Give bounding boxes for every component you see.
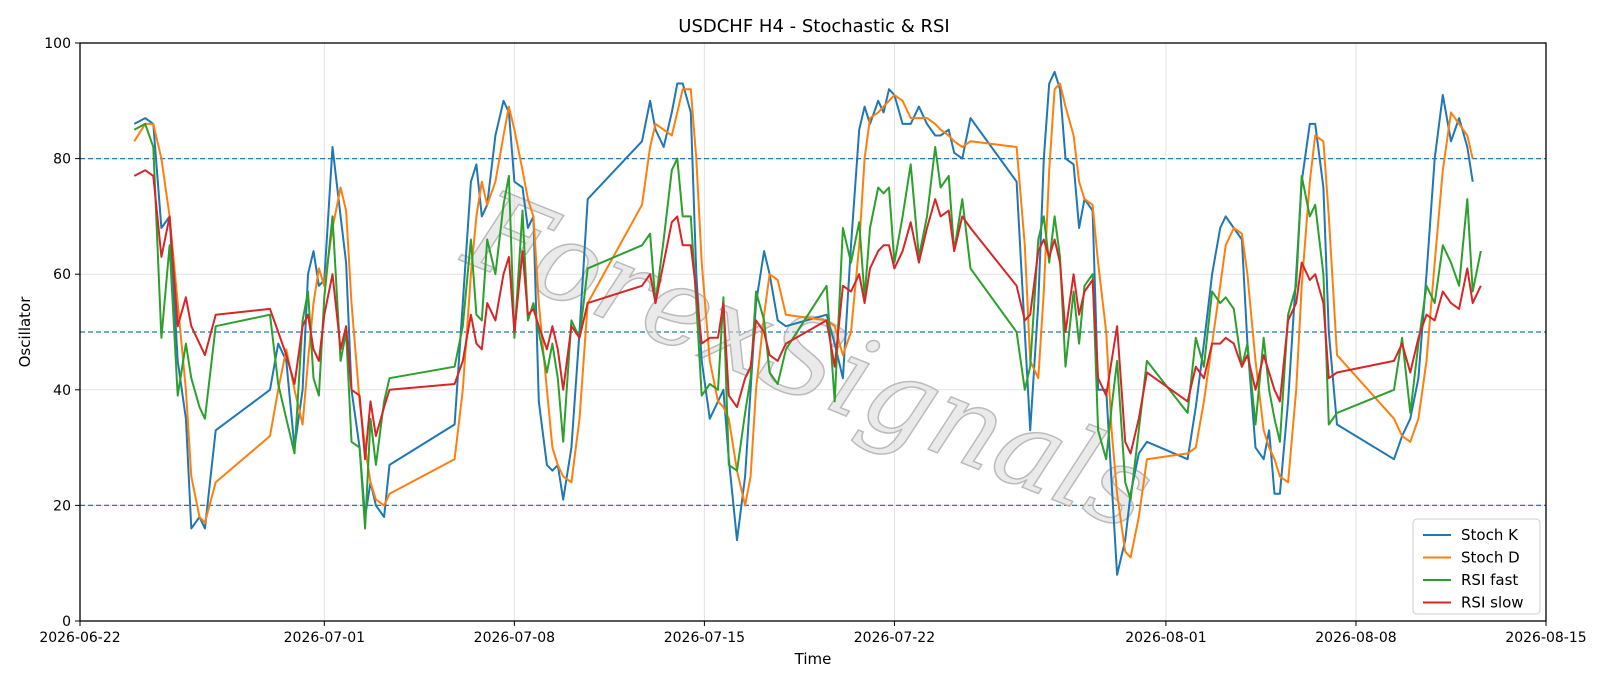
y-tick-label: 100 bbox=[44, 36, 71, 52]
y-tick-label: 60 bbox=[53, 267, 71, 283]
legend-label-stoch-k: Stoch K bbox=[1461, 526, 1519, 544]
x-tick-label: 2026-08-15 bbox=[1505, 630, 1586, 646]
legend-box bbox=[1412, 518, 1541, 615]
plot-area-frame bbox=[79, 42, 1547, 622]
legend-label-rsi-fast: RSI fast bbox=[1461, 571, 1518, 589]
series-line-rsi-slow bbox=[133, 169, 1482, 461]
x-tick-label: 2026-08-01 bbox=[1125, 630, 1206, 646]
reference-lines bbox=[80, 157, 1546, 507]
y-axis-label: Oscillator bbox=[16, 296, 34, 368]
x-tick-label: 2026-08-08 bbox=[1315, 630, 1396, 646]
y-tick-label: 40 bbox=[53, 383, 71, 399]
x-tick-label: 2026-07-08 bbox=[474, 630, 555, 646]
legend-label-stoch-d: Stoch D bbox=[1461, 549, 1520, 567]
legend: Stoch K Stoch D RSI fast RSI slow bbox=[1412, 518, 1541, 615]
legend-label-rsi-slow: RSI slow bbox=[1461, 594, 1524, 612]
chart-title: USDCHF H4 - Stochastic & RSI bbox=[678, 16, 949, 37]
y-axis-ticks: 0 20 40 60 80 100 bbox=[44, 36, 80, 630]
y-tick-label: 20 bbox=[53, 498, 71, 514]
y-tick-label: 80 bbox=[53, 152, 71, 168]
x-tick-label: 2026-07-01 bbox=[284, 630, 365, 646]
y-tick-label: 0 bbox=[62, 614, 71, 630]
x-tick-label: 2026-06-22 bbox=[39, 630, 120, 646]
x-axis-ticks: 2026-06-22 2026-07-01 2026-07-08 2026-07-15… bbox=[39, 621, 1587, 646]
x-tick-label: 2026-07-15 bbox=[664, 630, 745, 646]
series-lines bbox=[133, 70, 1482, 576]
x-axis-label: Time bbox=[794, 650, 832, 668]
x-tick-label: 2026-07-22 bbox=[854, 630, 935, 646]
